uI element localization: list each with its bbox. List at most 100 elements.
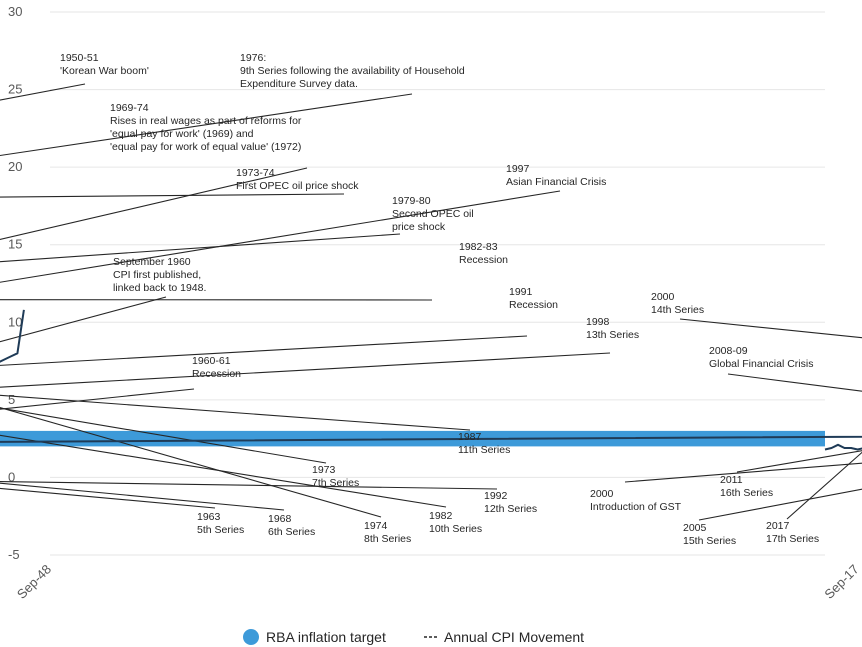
legend: RBA inflation target Annual CPI Movement: [243, 629, 584, 645]
annotation-leader-line: [624, 462, 862, 483]
annotation-line: 2011: [720, 474, 743, 486]
annotation-leader-line: [0, 167, 308, 241]
annotation-label: 1973-74 First OPEC oil price shock: [236, 167, 359, 192]
annotation-line: 9th Series following the availability of…: [240, 65, 465, 77]
annotation-leader-line: [0, 233, 401, 263]
annotation-label: 2000 Introduction of GST: [590, 488, 682, 513]
annotation-line: First OPEC oil price shock: [236, 180, 359, 192]
annotation-label: 1982 10th Series: [429, 510, 482, 535]
annotation-line: Recession: [459, 254, 508, 266]
annotation-leader-line: [0, 487, 216, 509]
annotation-line: Expenditure Survey data.: [240, 78, 358, 90]
annotation-line: 2017: [766, 520, 790, 532]
annotation-label: 1960-61 Recession: [192, 355, 241, 380]
annotation-line: 16th Series: [720, 487, 773, 499]
annotation-line: September 1960: [113, 256, 191, 268]
annotation-label: 2011 16th Series: [720, 474, 773, 499]
annotation-label: September 1960 CPI first published, linked…: [113, 256, 206, 294]
annotation-line: 1979-80: [392, 195, 431, 207]
annotation-leader-line: [727, 373, 862, 392]
annotation-label: 1973 7th Series: [312, 464, 359, 489]
annotation-label: 2000 14th Series: [651, 291, 704, 316]
annotation-line: 15th Series: [683, 535, 736, 547]
y-tick-label: 10: [8, 314, 22, 329]
legend-marker-inflation-target: [243, 629, 259, 645]
annotation-leader-line: [0, 394, 471, 431]
annotation-line: 1973-74: [236, 167, 275, 179]
y-tick-label: 25: [8, 82, 22, 97]
annotation-line: 1998: [586, 316, 610, 328]
annotation-leader-line: [0, 352, 611, 388]
annotation-leader-line: [0, 190, 561, 283]
annotation-line: 1991: [509, 286, 533, 298]
annotation-label: 1968 6th Series: [268, 513, 315, 538]
annotation-leader-line: [0, 388, 195, 410]
legend-label-cpi: Annual CPI Movement: [444, 629, 584, 645]
annotation-line: 5th Series: [197, 524, 244, 536]
annotation-label: 2005 15th Series: [683, 522, 736, 547]
annotation-line: 11th Series: [458, 444, 510, 456]
y-tick-label: 0: [8, 469, 15, 484]
annotation-line: CPI first published,: [113, 269, 201, 281]
annotation-label: 2008-09 Global Financial Crisis: [709, 345, 813, 370]
annotation-line: 1960-61: [192, 355, 231, 367]
annotation-line: Rises in real wages as part of reforms f…: [110, 115, 302, 127]
annotation-label: 1950-51 'Korean War boom': [60, 52, 149, 77]
annotation-line: 1969-74: [110, 102, 149, 114]
annotation-leader-line: [0, 193, 345, 198]
annotation-line: 1950-51: [60, 52, 99, 64]
annotation-line: price shock: [392, 221, 446, 233]
annotation-label: 1991 Recession: [509, 286, 558, 311]
annotation-line: 1982: [429, 510, 453, 522]
annotation-line: 17th Series: [766, 533, 819, 545]
annotation-line: 'equal pay for work' (1969) and: [110, 128, 254, 140]
annotation-line: Asian Financial Crisis: [506, 176, 606, 188]
annotation-leaders: [0, 83, 862, 521]
legend-label-inflation-target: RBA inflation target: [266, 629, 386, 645]
annotation-line: 1973: [312, 464, 336, 476]
y-axis: -5 0 5 10 15 20 25 30: [8, 4, 22, 562]
annotation-line: Global Financial Crisis: [709, 358, 813, 370]
annotation-leader-line: [786, 451, 862, 520]
annotation-leader-line: [736, 450, 862, 473]
annotation-label: 1976: 9th Series following the availabili…: [240, 52, 465, 90]
annotation-line: 6th Series: [268, 526, 315, 538]
x-tick-label: Sep-17: [821, 562, 861, 602]
annotation-line: Second OPEC oil: [392, 208, 474, 220]
annotation-label: 1982-83 Recession: [459, 241, 508, 266]
annotation-label: 2017 17th Series: [766, 520, 819, 545]
annotation-line: 2000: [651, 291, 675, 303]
annotation-leader-line: [0, 407, 327, 464]
annotation-label: 1974 8th Series: [364, 520, 411, 545]
annotation-leader-line: [0, 93, 413, 157]
annotation-label: 1963 5th Series: [197, 511, 244, 536]
y-tick-label: -5: [8, 547, 20, 562]
annotation-line: 8th Series: [364, 533, 411, 545]
annotation-line: linked back to 1948.: [113, 282, 206, 294]
annotation-label: 1997 Asian Financial Crisis: [506, 163, 606, 188]
y-tick-label: 5: [8, 392, 15, 407]
x-tick-label: Sep-48: [14, 562, 54, 602]
annotation-leader-line: [0, 434, 447, 508]
y-tick-label: 20: [8, 159, 22, 174]
annotation-line: 13th Series: [586, 329, 639, 341]
annotation-line: 1963: [197, 511, 221, 523]
annotation-line: 2000: [590, 488, 614, 500]
annotation-line: 2008-09: [709, 345, 748, 357]
x-axis: Sep-48Sep-51Sep-54Sep-57Sep-60Sep-63Sep-…: [14, 562, 862, 602]
annotation-line: 1968: [268, 513, 292, 525]
y-tick-label: 30: [8, 4, 22, 19]
y-tick-label: 15: [8, 237, 22, 252]
annotation-line: 1976:: [240, 52, 266, 64]
annotation-leader-line: [0, 406, 382, 518]
annotation-line: 7th Series: [312, 477, 359, 489]
annotation-label: 1987 11th Series: [458, 431, 510, 456]
annotation-line: Recession: [192, 368, 241, 380]
annotation-line: 1992: [484, 490, 508, 502]
annotation-leader-line: [0, 296, 167, 343]
annotations: 1950-51 'Korean War boom' 1976: 9th Series …: [60, 52, 819, 547]
annotation-line: 1974: [364, 520, 388, 532]
annotation-leader-line: [0, 335, 528, 366]
annotation-label: 1979-80 Second OPEC oil price shock: [392, 195, 474, 233]
annotation-line: 1982-83: [459, 241, 498, 253]
